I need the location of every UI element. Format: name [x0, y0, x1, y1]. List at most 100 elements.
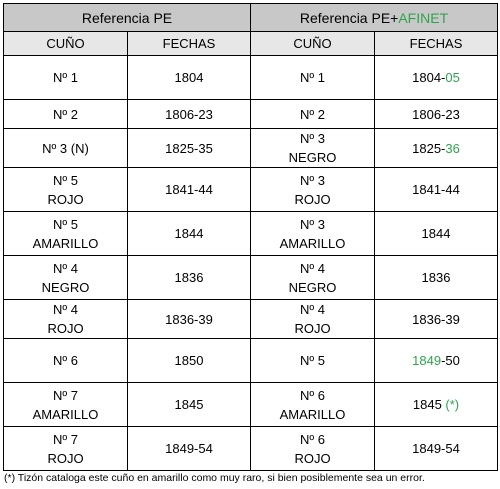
cell-fechas-afinet: 1836	[373, 255, 499, 300]
cell-cuno-pe: Nº 4 ROJO	[3, 299, 128, 339]
cell-fechas-afinet: 1825-36	[373, 128, 499, 168]
table-row: Nº 3 (N) 1825-35 Nº 3 NEGRO 1825-36	[3, 128, 499, 168]
fechas-afinet-part-a: 1806-23	[412, 106, 460, 122]
column-header-cuno-afinet: CUÑO	[250, 31, 375, 56]
cell-fechas-pe: 1850	[127, 338, 251, 383]
cell-cuno-pe-line1: Nº 7	[53, 431, 78, 447]
cell-cuno-pe-line1: Nº 2	[53, 106, 78, 122]
cell-fechas-pe: 1849-54	[127, 426, 251, 471]
fechas-afinet-part-c: -50	[441, 353, 460, 368]
cell-cuno-pe-line2: ROJO	[47, 450, 84, 466]
cell-cuno-afinet: Nº 4 ROJO	[250, 299, 375, 339]
group-header-pe-afinet: Referencia PE+AFINET	[249, 3, 499, 32]
column-header-cuno-pe: CUÑO	[3, 31, 128, 56]
cell-cuno-pe: Nº 4 NEGRO	[3, 255, 128, 300]
cell-cuno-pe-line1: Nº 5	[53, 216, 78, 232]
cuno-comparison-table: Referencia PE Referencia PE+AFINET CUÑO …	[3, 3, 499, 471]
table-row: Nº 5 ROJO 1841-44 Nº 3 ROJO 1841-44	[3, 167, 499, 212]
footnote: (*) Tizón cataloga este cuño en amarillo…	[4, 472, 425, 484]
cell-cuno-pe: Nº 5 ROJO	[3, 167, 128, 212]
cell-cuno-pe-line2: AMARILLO	[32, 406, 99, 422]
cell-fechas-afinet: 1849-50	[373, 338, 499, 383]
cell-fechas-pe: 1825-35	[127, 128, 251, 168]
fechas-afinet-part-b: 36	[445, 140, 460, 156]
fechas-afinet-part-a: 1844	[421, 226, 451, 241]
cell-cuno-afinet: Nº 6 AMARILLO	[250, 382, 375, 427]
fechas-afinet-part-a: 1825-	[412, 140, 446, 156]
cell-fechas-afinet: 1806-23	[373, 99, 499, 129]
cell-cuno-afinet-line2: AMARILLO	[279, 406, 346, 422]
cell-fechas-afinet: 1836-39	[373, 299, 499, 339]
cell-fechas-afinet: 1844	[373, 211, 499, 256]
fechas-afinet-part-b: 1849	[412, 353, 442, 368]
cell-cuno-afinet-line1: Nº 3	[300, 216, 325, 232]
cell-cuno-pe-line2: ROJO	[47, 321, 84, 336]
cell-cuno-pe-line1: Nº 4	[53, 302, 78, 317]
fechas-afinet-part-b: 05	[445, 70, 460, 85]
cell-cuno-pe: Nº 6	[3, 338, 128, 383]
table-row: Nº 4 ROJO 1836-39 Nº 4 ROJO 1836-39	[3, 299, 499, 339]
fechas-afinet-part-a: 1804-	[412, 70, 446, 85]
cell-cuno-pe-line2: AMARILLO	[32, 235, 99, 251]
cell-cuno-afinet-line2: NEGRO	[288, 150, 337, 165]
column-header-fechas-afinet: FECHAS	[373, 31, 499, 56]
cell-cuno-afinet: Nº 3 NEGRO	[250, 128, 375, 168]
fechas-afinet-part-a: 1836-39	[412, 311, 460, 327]
cell-cuno-pe-line2: ROJO	[47, 191, 84, 207]
fechas-afinet-part-a: 1841-44	[412, 182, 460, 197]
cell-cuno-pe-line1: Nº 1	[53, 70, 78, 85]
cell-cuno-pe-line1: Nº 4	[53, 260, 78, 276]
cell-cuno-afinet-line1: Nº 6	[300, 387, 325, 403]
table-row: Nº 6 1850 Nº 5 1849-50	[3, 338, 499, 383]
cell-cuno-afinet: Nº 6 ROJO	[250, 426, 375, 471]
group-header-pe: Referencia PE	[3, 3, 251, 32]
cell-cuno-afinet-line1: Nº 1	[300, 70, 325, 85]
cell-cuno-pe: Nº 7 AMARILLO	[3, 382, 128, 427]
cell-cuno-afinet: Nº 2	[250, 99, 375, 129]
cell-fechas-pe: 1836	[127, 255, 251, 300]
cell-fechas-pe: 1844	[127, 211, 251, 256]
cell-fechas-afinet: 1849-54	[373, 426, 499, 471]
cell-fechas-afinet: 1841-44	[373, 167, 499, 212]
cell-cuno-afinet-line1: Nº 6	[300, 431, 325, 447]
cell-cuno-afinet: Nº 5	[250, 338, 375, 383]
cell-cuno-pe-line1: Nº 7	[53, 387, 78, 403]
table-body: Nº 1 1804 Nº 1 1804-05 Nº 2 1806-23 Nº 2 1806-2…	[3, 55, 499, 471]
cell-cuno-pe-line1: Nº 6	[53, 353, 78, 368]
cell-cuno-pe-line2: NEGRO	[41, 279, 90, 295]
cell-cuno-pe: Nº 1	[3, 55, 128, 100]
group-header-afinet-highlight: AFINET	[398, 9, 449, 26]
cell-cuno-pe: Nº 7 ROJO	[3, 426, 128, 471]
cell-cuno-afinet-line2: NEGRO	[288, 279, 337, 295]
group-header-row: Referencia PE Referencia PE+AFINET	[3, 3, 499, 32]
cell-cuno-afinet-line1: Nº 3	[300, 131, 325, 146]
fechas-afinet-part-a: 1845	[412, 397, 446, 412]
cell-cuno-afinet-line2: ROJO	[294, 450, 331, 466]
column-header-fechas-pe: FECHAS	[127, 31, 251, 56]
cell-cuno-afinet-line2: ROJO	[294, 191, 331, 207]
table-row: Nº 1 1804 Nº 1 1804-05	[3, 55, 499, 100]
table-row: Nº 2 1806-23 Nº 2 1806-23	[3, 99, 499, 129]
fechas-afinet-part-a: 1836	[421, 270, 451, 285]
cell-fechas-pe: 1806-23	[127, 99, 251, 129]
cell-cuno-afinet-line2: AMARILLO	[279, 235, 346, 251]
cell-cuno-pe-line1: Nº 3 (N)	[42, 140, 89, 156]
cell-cuno-afinet-line1: Nº 5	[300, 353, 325, 368]
cell-fechas-afinet: 1804-05	[373, 55, 499, 100]
cell-cuno-afinet-line1: Nº 2	[300, 106, 325, 122]
column-header-row: CUÑO FECHAS CUÑO FECHAS	[3, 31, 499, 56]
cell-fechas-pe: 1836-39	[127, 299, 251, 339]
table-row: Nº 7 AMARILLO 1845 Nº 6 AMARILLO 1845 (*)	[3, 382, 499, 427]
cell-cuno-afinet: Nº 4 NEGRO	[250, 255, 375, 300]
cell-cuno-afinet-line1: Nº 4	[300, 302, 325, 317]
cell-fechas-afinet: 1845 (*)	[373, 382, 499, 427]
cell-cuno-pe: Nº 3 (N)	[3, 128, 128, 168]
cell-cuno-pe: Nº 5 AMARILLO	[3, 211, 128, 256]
cell-cuno-pe-line1: Nº 5	[53, 172, 78, 188]
fechas-afinet-part-a: 1849-54	[412, 441, 460, 456]
table-row: Nº 5 AMARILLO 1844 Nº 3 AMARILLO 1844	[3, 211, 499, 256]
cell-fechas-pe: 1845	[127, 382, 251, 427]
cell-cuno-afinet-line1: Nº 3	[300, 172, 325, 188]
table-row: Nº 4 NEGRO 1836 Nº 4 NEGRO 1836	[3, 255, 499, 300]
